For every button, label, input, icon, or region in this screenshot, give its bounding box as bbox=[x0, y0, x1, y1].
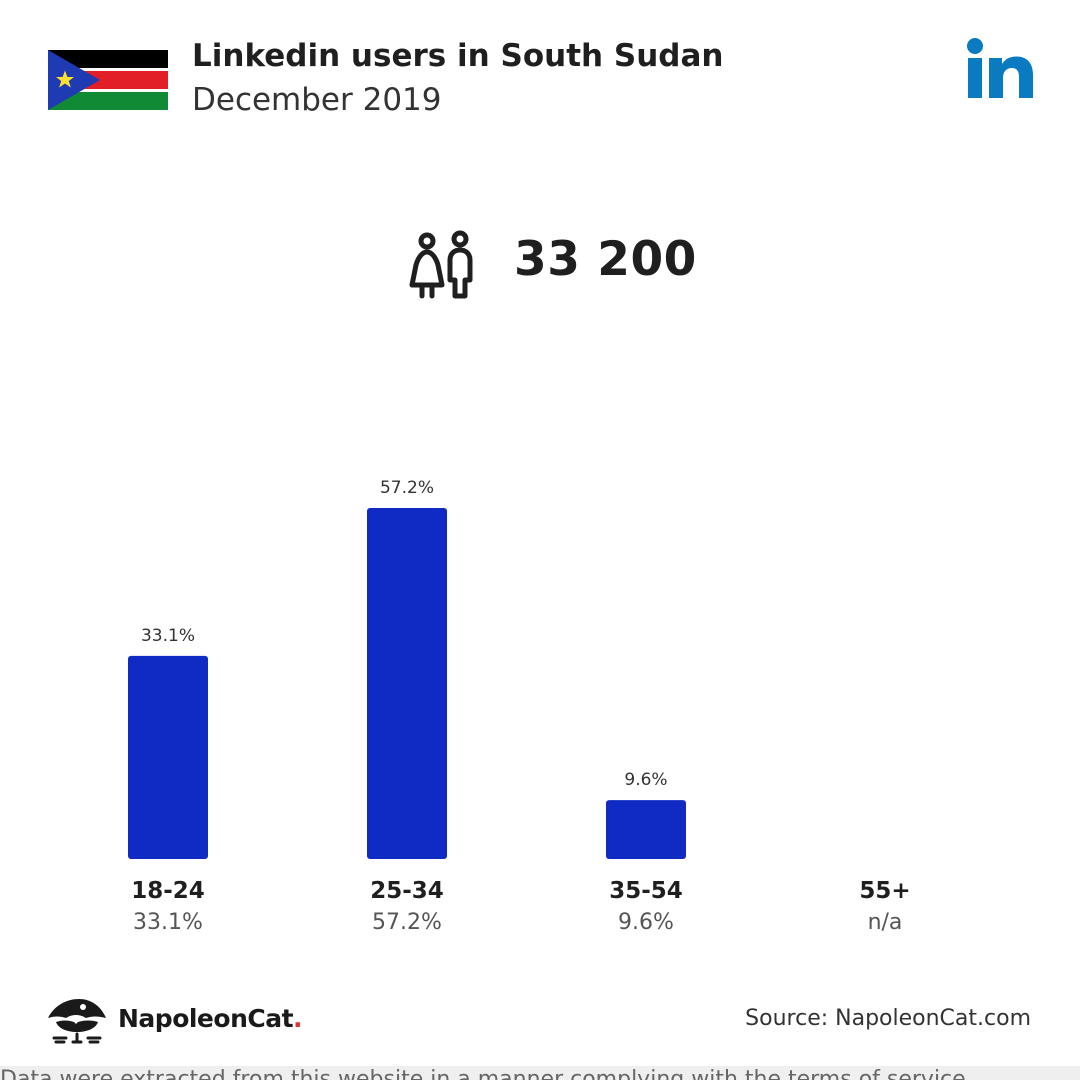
total-users-value: 33 200 bbox=[514, 232, 697, 287]
linkedin-logo-icon bbox=[967, 38, 1033, 98]
source-label: Source: NapoleonCat.com bbox=[745, 1006, 1031, 1031]
bar-value-label: 57.2% bbox=[380, 478, 434, 498]
bar-18-24 bbox=[128, 655, 208, 859]
category-label: 25-34 bbox=[370, 878, 444, 904]
category-label: 55+ bbox=[859, 878, 911, 904]
napoleoncat-logo-icon bbox=[48, 999, 106, 1044]
category-group: 18-24 33.1% bbox=[68, 876, 268, 940]
bar-25-34 bbox=[367, 508, 447, 859]
bar-value-label: 33.1% bbox=[141, 626, 195, 646]
brand-name: NapoleonCat bbox=[118, 1004, 294, 1033]
category-label: 35-54 bbox=[609, 878, 683, 904]
category-value: 57.2% bbox=[372, 910, 442, 935]
chart-subtitle: December 2019 bbox=[192, 82, 442, 118]
category-value: 9.6% bbox=[618, 910, 674, 935]
category-group: 35-54 9.6% bbox=[546, 876, 746, 940]
chart-title: Linkedin users in South Sudan bbox=[192, 38, 724, 74]
people-icon bbox=[409, 230, 473, 299]
category-group: 55+ n/a bbox=[785, 876, 985, 940]
bar-value-label: 9.6% bbox=[624, 770, 667, 790]
south-sudan-flag bbox=[48, 50, 168, 110]
category-value: n/a bbox=[867, 910, 903, 935]
disclaimer-text: Data were extracted from this website in… bbox=[0, 1067, 966, 1080]
category-group: 25-34 57.2% bbox=[307, 876, 507, 940]
category-value: 33.1% bbox=[133, 910, 203, 935]
bar-35-54 bbox=[606, 800, 686, 859]
brand-dot: . bbox=[293, 1004, 303, 1033]
total-users: 33 200 bbox=[0, 226, 1080, 306]
category-label: 18-24 bbox=[131, 878, 205, 904]
bottom-disclaimer: Data were extracted from this website in… bbox=[0, 1066, 1080, 1080]
